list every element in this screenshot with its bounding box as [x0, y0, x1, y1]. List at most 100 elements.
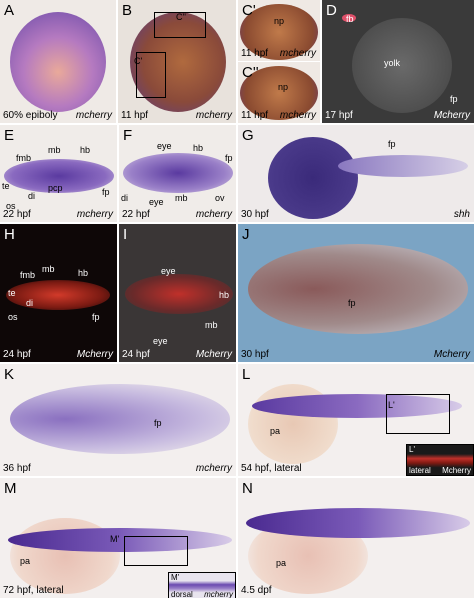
specimen — [268, 137, 358, 219]
gene-label: mcherry — [76, 209, 113, 220]
inset-view: dorsal — [171, 590, 193, 598]
annotation: hb — [80, 145, 91, 155]
annotation: mb — [175, 193, 188, 203]
stage-label: 24 hpf — [3, 349, 31, 360]
gene-label: mcherry — [195, 463, 232, 474]
annotation: os — [8, 312, 18, 322]
annotation: ov — [215, 193, 225, 203]
annotation: pa — [20, 556, 31, 566]
region-box — [124, 536, 188, 566]
inset-gene: mcherry — [204, 590, 233, 598]
specimen — [130, 12, 226, 112]
stage-label: 72 hpf, lateral — [3, 585, 64, 596]
annotation: np — [278, 82, 289, 92]
panel-letter: I — [123, 226, 128, 243]
image-panel: M 72 hpf, lateral M' pa M' dorsal mcherry — [0, 478, 236, 598]
region-box — [136, 52, 166, 98]
annotation: eye — [153, 336, 168, 346]
gene-label: Mcherry — [195, 349, 232, 360]
specimen — [252, 394, 462, 418]
annotation: eye — [161, 266, 176, 276]
inset-image: L' lateral Mcherry — [406, 444, 474, 476]
specimen — [248, 244, 468, 334]
annotation: di — [121, 193, 129, 203]
annotation: hb — [193, 143, 204, 153]
gene-label: mcherry — [279, 110, 316, 121]
stage-label: 54 hpf, lateral — [241, 463, 302, 474]
annotation: fmb — [20, 270, 36, 280]
panel-letter: H — [4, 226, 15, 243]
annotation: fp — [348, 298, 356, 308]
gene-label: Mcherry — [76, 349, 113, 360]
annotation: di — [26, 298, 34, 308]
image-panel: D 17 hpf Mcherry fb yolk fp — [322, 0, 474, 123]
annotation: fp — [450, 94, 458, 104]
image-panel: K 36 hpf mcherry fp — [0, 364, 236, 476]
panel-letter: C' — [242, 2, 256, 19]
gene-label: Mcherry — [433, 349, 470, 360]
specimen — [10, 384, 230, 454]
gene-label: mcherry — [195, 209, 232, 220]
specimen — [8, 528, 232, 552]
annotation: fb — [346, 14, 354, 24]
annotation: M' — [110, 534, 120, 544]
inset-view: lateral — [409, 466, 431, 475]
annotation: eye — [157, 141, 172, 151]
panel-letter: F — [123, 127, 133, 144]
annotation: os — [6, 201, 16, 211]
panel-letter: L — [242, 366, 251, 383]
specimen — [10, 12, 106, 112]
gene-label: Mcherry — [433, 110, 470, 121]
stage-label: 22 hpf — [122, 209, 150, 220]
region-box — [154, 12, 206, 38]
inset-image: M' dorsal mcherry — [168, 572, 236, 598]
annotation: hb — [219, 290, 230, 300]
panel-letter: N — [242, 480, 253, 497]
specimen — [342, 14, 356, 22]
stage-label: 36 hpf — [3, 463, 31, 474]
annotation: mb — [205, 320, 218, 330]
panel-letter: D — [326, 2, 337, 19]
stage-label: 24 hpf — [122, 349, 150, 360]
gene-label: shh — [453, 209, 470, 220]
stage-label: 11 hpf — [121, 110, 149, 121]
panel-letter: G — [242, 127, 254, 144]
annotation: fp — [154, 418, 162, 428]
annotation: eye — [149, 197, 164, 207]
image-panel: H 24 hpf Mcherry fmb mb hb te di os fp — [0, 224, 117, 362]
stage-label: 11 hpf — [241, 110, 269, 121]
image-panel: E 22 hpf mcherry fmb mb hb te di pcp os fp — [0, 125, 117, 222]
panel-letter: E — [4, 127, 15, 144]
annotation: te — [2, 181, 10, 191]
specimen — [240, 66, 318, 120]
stage-label: 4.5 dpf — [241, 585, 272, 596]
stage-label: 22 hpf — [3, 209, 31, 220]
annotation: np — [274, 16, 285, 26]
annotation: pcp — [48, 183, 63, 193]
panel-letter: C'' — [242, 64, 259, 81]
annotation: fp — [92, 312, 100, 322]
stage-label: 30 hpf — [241, 209, 269, 220]
annotation: mb — [48, 145, 61, 155]
stage-label: 11 hpf — [241, 48, 269, 59]
image-panel: C'' 11 hpf mcherry np — [238, 62, 320, 123]
gene-label: mcherry — [195, 110, 232, 121]
image-panel: J 30 hpf Mcherry fp — [238, 224, 474, 362]
annotation: hb — [78, 268, 89, 278]
specimen — [125, 274, 233, 314]
specimen — [6, 280, 110, 310]
image-panel: A 60% epiboly mcherry — [0, 0, 116, 123]
image-panel: F 22 hpf mcherry eye hb fp di eye mb ov — [119, 125, 236, 222]
image-panel: G 30 hpf shh fp — [238, 125, 474, 222]
stage-label: 17 hpf — [325, 110, 353, 121]
image-panel: L54 hpf, lateralmcherryL'paL'lateralMche… — [238, 364, 474, 476]
gene-label: mcherry — [279, 48, 316, 59]
gene-label: mcherry — [75, 110, 112, 121]
annotation: pa — [270, 426, 281, 436]
specimen — [246, 508, 470, 538]
annotation: fp — [225, 153, 233, 163]
annotation: L' — [388, 400, 395, 410]
annotation: te — [8, 288, 16, 298]
image-panel: N 4.5 dpf pa — [238, 478, 474, 598]
